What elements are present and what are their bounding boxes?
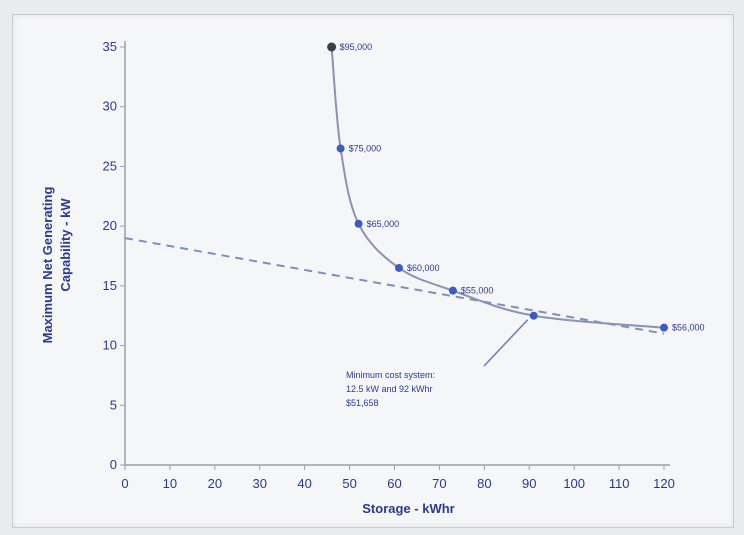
data-point xyxy=(337,145,345,153)
x-tick-label: 120 xyxy=(653,476,675,491)
data-point-label: $60,000 xyxy=(407,263,440,273)
data-point xyxy=(395,264,403,272)
y-tick-label: 0 xyxy=(110,457,117,472)
x-tick-label: 30 xyxy=(253,476,267,491)
chart-series xyxy=(125,43,668,334)
data-point xyxy=(530,312,538,320)
y-axis-title-line1: Maximum Net Generating xyxy=(40,187,55,344)
x-tick-label: 90 xyxy=(522,476,536,491)
data-point xyxy=(327,43,336,52)
x-tick-label: 100 xyxy=(563,476,585,491)
y-tick-label: 25 xyxy=(103,158,117,173)
x-tick-label: 0 xyxy=(121,476,128,491)
x-tick-label: 50 xyxy=(342,476,356,491)
annotation-text-line: 12.5 kW and 92 kWhr xyxy=(346,384,433,394)
chart-axes: 0 5 10 15 20 25 30 35 0 10 20 30 40 50 60 70 80 90 100 110 1… xyxy=(40,39,675,516)
y-tick-label: 10 xyxy=(103,338,117,353)
data-point-label: $56,000 xyxy=(672,323,705,333)
data-point-label: $75,000 xyxy=(349,144,382,154)
cost-curve-line xyxy=(332,47,664,328)
data-point xyxy=(355,220,363,228)
annotation-leader-line xyxy=(484,320,528,366)
y-axis-title-line2: Capability - kW xyxy=(58,198,73,292)
x-tick-label: 60 xyxy=(387,476,401,491)
x-tick-label: 110 xyxy=(609,476,630,491)
y-tick-label: 30 xyxy=(103,99,117,114)
annotation-text-line: Minimum cost system: xyxy=(346,370,435,380)
y-tick-label: 35 xyxy=(103,39,117,54)
data-point-label: $95,000 xyxy=(340,42,373,52)
min-cost-tangent-line xyxy=(125,238,664,334)
data-point-label: $55,000 xyxy=(461,286,494,296)
data-point-label: $65,000 xyxy=(367,219,400,229)
y-tick-label: 20 xyxy=(103,218,117,233)
x-tick-label: 80 xyxy=(477,476,491,491)
x-tick-label: 20 xyxy=(208,476,222,491)
y-tick-label: 5 xyxy=(110,397,117,412)
annotation-text-line: $51,658 xyxy=(346,398,379,408)
x-tick-label: 70 xyxy=(432,476,446,491)
x-axis-title: Storage - kWhr xyxy=(362,501,454,516)
y-tick-label: 15 xyxy=(103,278,117,293)
x-tick-label: 40 xyxy=(297,476,311,491)
x-tick-label: 10 xyxy=(163,476,177,491)
data-point xyxy=(660,324,668,332)
chart-labels: $95,000 $75,000 $65,000 $60,000 $55,000 $56,0… xyxy=(340,42,705,408)
data-point xyxy=(449,287,457,295)
